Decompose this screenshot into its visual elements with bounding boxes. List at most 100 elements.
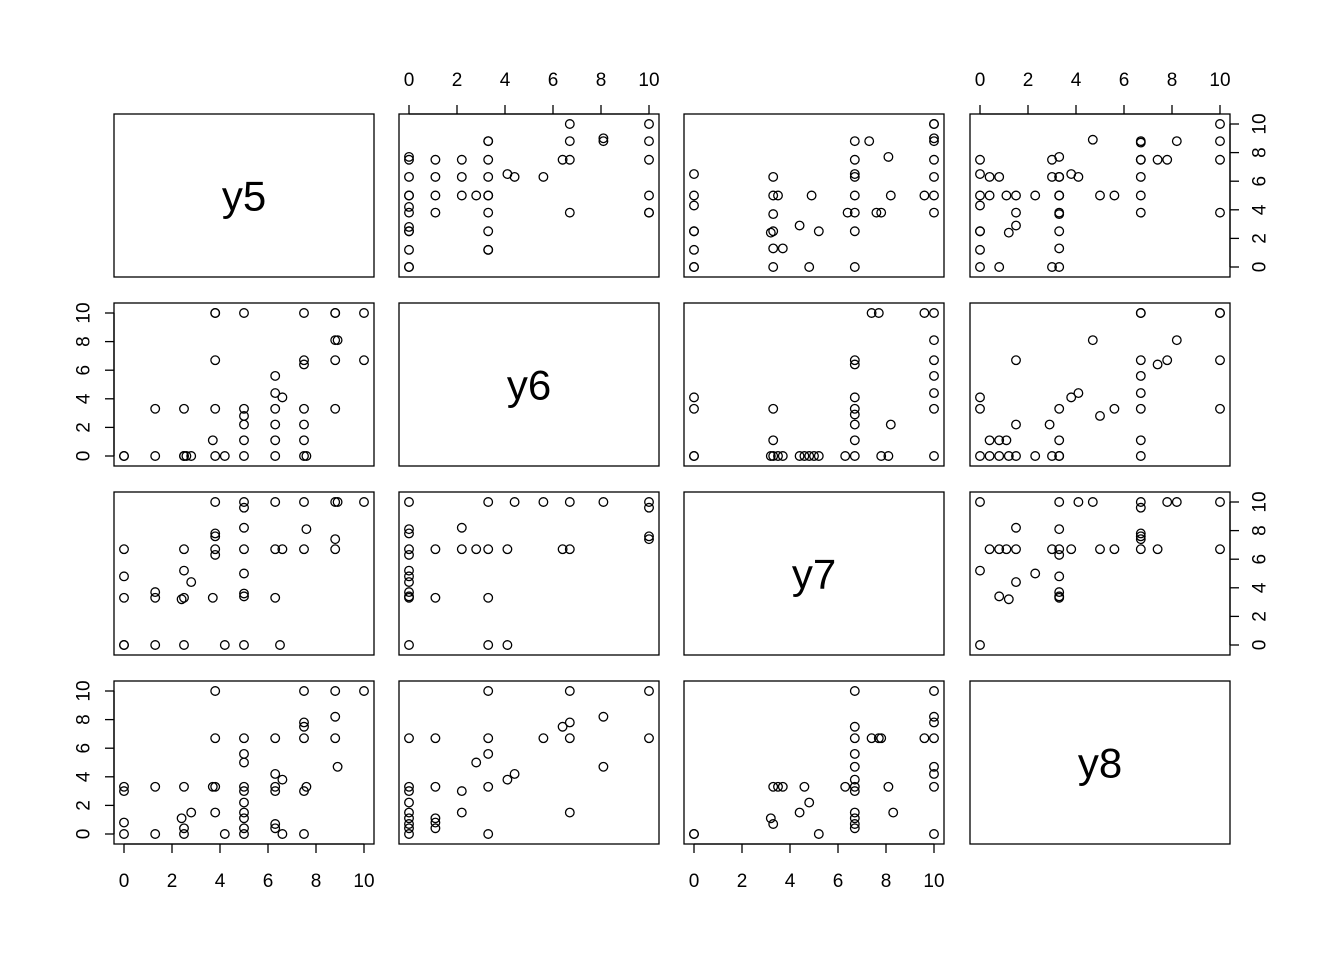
scatter-point-y6-y5 bbox=[359, 355, 369, 366]
y-tick-label-y6: 10 bbox=[74, 302, 95, 323]
scatter-point-y8-y7 bbox=[929, 711, 939, 722]
scatter-point-y7-y8 bbox=[975, 565, 985, 576]
scatter-point-y5-y6 bbox=[404, 151, 414, 162]
scatter-point-y5-y6 bbox=[404, 244, 414, 255]
scatter-point-y5-y8 bbox=[1030, 190, 1041, 201]
scatter-point-y7-y8 bbox=[1030, 568, 1041, 579]
scatter-point-y6-y8 bbox=[994, 451, 1005, 461]
x-tick-label-y8: 8 bbox=[1167, 70, 1178, 91]
scatter-point-y7-y5 bbox=[277, 544, 288, 555]
scatter-point-y6-y7 bbox=[849, 355, 860, 366]
scatter-point-y5-y6 bbox=[404, 226, 414, 237]
scatter-point-y6-y5 bbox=[270, 403, 281, 414]
scatter-point-y5-y8 bbox=[1054, 209, 1065, 220]
scatter-point-y6-y7 bbox=[919, 308, 930, 318]
scatter-point-y8-y6 bbox=[430, 733, 441, 744]
scatter-point-y7-y5 bbox=[210, 549, 221, 560]
scatter-point-y8-y6 bbox=[404, 807, 414, 818]
scatter-point-y6-y5 bbox=[330, 308, 341, 318]
panel-frame-y8-y6 bbox=[398, 680, 660, 845]
scatter-point-y5-y7 bbox=[849, 154, 860, 165]
scatter-point-y6-y5 bbox=[330, 355, 341, 366]
scatter-point-y6-y7 bbox=[873, 308, 884, 318]
scatter-point-y6-y7 bbox=[849, 451, 860, 461]
scatter-point-y8-y5 bbox=[179, 829, 189, 839]
scatter-point-y8-y5 bbox=[239, 823, 249, 834]
scatter-point-y5-y7 bbox=[871, 207, 882, 218]
scatter-point-y5-y7 bbox=[876, 207, 887, 218]
scatter-point-y8-y6 bbox=[430, 817, 441, 828]
scatter-point-y6-y5 bbox=[239, 451, 249, 461]
scatter-point-y8-y5 bbox=[239, 757, 249, 768]
scatter-point-y8-y7 bbox=[794, 807, 805, 818]
scatter-point-y5-y8 bbox=[1162, 154, 1173, 165]
y-tick-label-y8: 4 bbox=[74, 771, 95, 782]
scatter-point-y5-y6 bbox=[564, 119, 575, 129]
scatter-point-y5-y7 bbox=[768, 262, 779, 272]
scatter-point-y8-y6 bbox=[471, 757, 482, 768]
scatter-point-y6-y5 bbox=[119, 451, 129, 461]
scatter-point-y7-y5 bbox=[239, 640, 249, 650]
scatter-point-y7-y5 bbox=[179, 640, 189, 650]
scatter-point-y7-y6 bbox=[430, 544, 441, 555]
scatter-point-y7-y6 bbox=[404, 640, 414, 650]
scatter-point-y6-y5 bbox=[210, 355, 221, 366]
scatter-point-y7-y8 bbox=[975, 497, 985, 507]
scatter-point-y5-y7 bbox=[806, 190, 817, 201]
scatter-point-y5-y8 bbox=[1095, 190, 1105, 201]
panel-frame-y5-y5 bbox=[113, 113, 375, 278]
y-tick-label-y7: 10 bbox=[1250, 491, 1271, 512]
scatter-point-y7-y6 bbox=[430, 592, 441, 603]
scatter-point-y5-y7 bbox=[883, 151, 894, 162]
scatter-point-y6-y8 bbox=[1135, 308, 1146, 318]
scatter-point-y8-y6 bbox=[483, 829, 494, 839]
scatter-point-y7-y5 bbox=[119, 640, 129, 650]
scatter-point-y5-y8 bbox=[994, 171, 1005, 182]
scatter-point-y7-y5 bbox=[239, 588, 249, 599]
scatter-point-y8-y5 bbox=[119, 817, 129, 828]
y-tick-label-y8: 2 bbox=[74, 800, 95, 811]
scatter-point-y6-y5 bbox=[239, 435, 249, 446]
scatter-point-y6-y7 bbox=[929, 370, 939, 381]
scatter-point-y8-y7 bbox=[849, 781, 860, 792]
scatter-point-y7-y5 bbox=[299, 497, 309, 507]
scatter-point-y6-y5 bbox=[299, 403, 309, 414]
scatter-point-y7-y8 bbox=[994, 591, 1005, 602]
scatter-point-y8-y5 bbox=[299, 717, 309, 728]
x-tick-label-y6: 4 bbox=[500, 70, 511, 91]
scatter-point-y7-y6 bbox=[509, 497, 520, 507]
scatter-point-y5-y6 bbox=[598, 136, 609, 147]
scatter-point-y6-y8 bbox=[1152, 359, 1163, 370]
scatter-point-y6-y8 bbox=[1135, 355, 1146, 366]
scatter-point-y5-y6 bbox=[456, 190, 467, 201]
scatter-point-y8-y5 bbox=[239, 813, 249, 824]
x-tick-label-y7: 4 bbox=[785, 871, 796, 892]
scatter-point-y6-y8 bbox=[1135, 370, 1146, 381]
scatter-point-y8-y5 bbox=[270, 819, 281, 829]
scatter-point-y5-y6 bbox=[483, 207, 494, 218]
scatter-point-y5-y7 bbox=[885, 190, 896, 201]
scatter-point-y6-y8 bbox=[1044, 419, 1055, 430]
scatter-point-y8-y5 bbox=[150, 781, 161, 792]
scatter-point-y8-y5 bbox=[176, 813, 187, 824]
scatter-point-y8-y6 bbox=[404, 823, 414, 834]
scatter-point-y8-y6 bbox=[483, 733, 494, 744]
scatter-point-y6-y8 bbox=[1054, 451, 1065, 461]
scatter-point-y6-y7 bbox=[768, 435, 779, 446]
x-tick-label-y5: 10 bbox=[353, 871, 374, 892]
scatter-point-y8-y7 bbox=[799, 781, 810, 792]
scatter-point-y5-y7 bbox=[768, 190, 779, 201]
y-tick-label-y8: 6 bbox=[74, 743, 95, 754]
scatter-point-y5-y6 bbox=[471, 190, 482, 201]
scatter-point-y7-y5 bbox=[239, 568, 249, 579]
panel-frame-y6-y6 bbox=[398, 302, 660, 467]
diagonal-label-y6: y6 bbox=[507, 362, 551, 409]
scatter-point-y8-y7 bbox=[883, 781, 894, 792]
scatter-point-y8-y5 bbox=[239, 781, 249, 792]
panel-frame-y5-y6 bbox=[398, 113, 660, 278]
scatter-point-y5-y6 bbox=[557, 154, 568, 165]
scatter-point-y7-y5 bbox=[330, 544, 341, 555]
scatter-point-y6-y7 bbox=[929, 388, 939, 399]
x-tick-label-y8: 2 bbox=[1023, 70, 1034, 91]
y-tick-label-y8: 8 bbox=[74, 714, 95, 725]
